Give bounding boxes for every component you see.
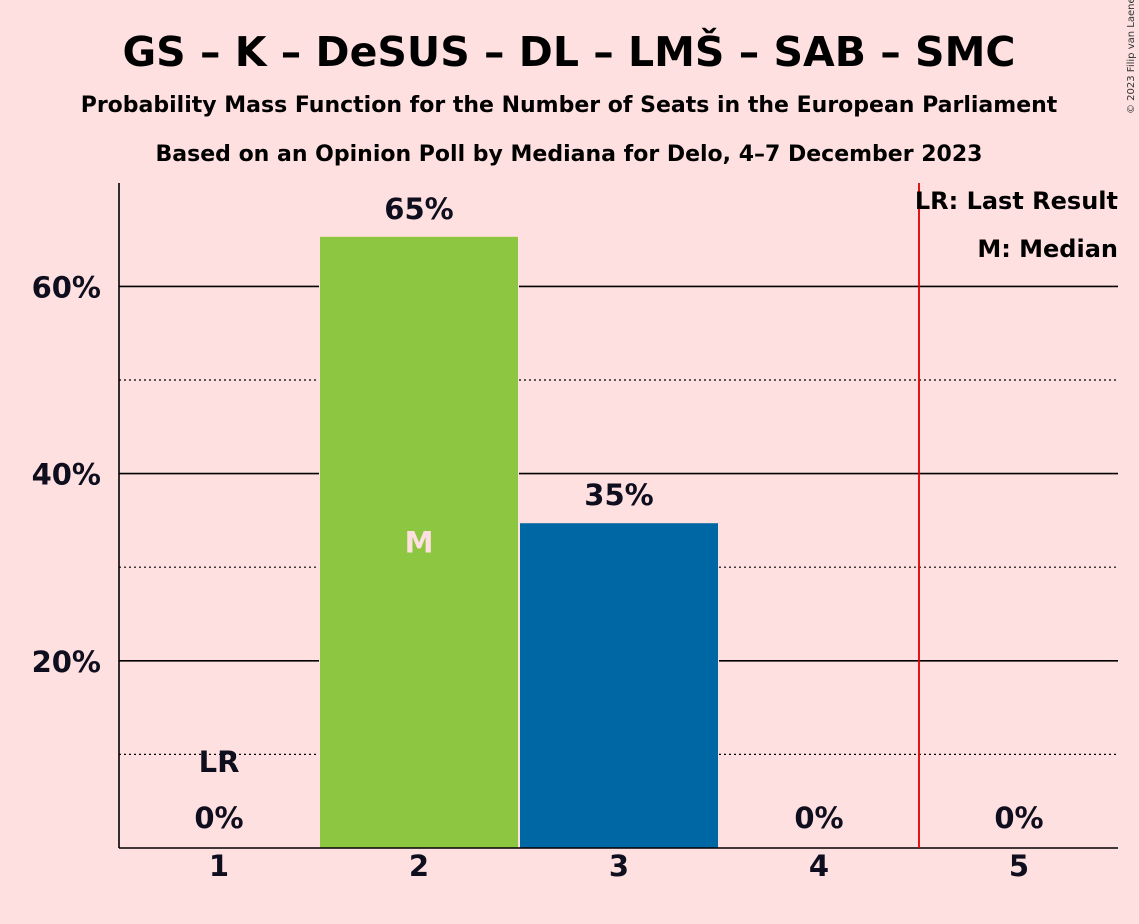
legend-last-result: LR: Last Result [915,187,1118,215]
bar-seat-2 [320,236,518,849]
bars [319,235,719,849]
bar-seat-3 [520,523,718,848]
legend-median: M: Median [977,235,1118,263]
axes [118,183,1118,849]
tick-labels: 20% 40% 60% 1 2 3 4 5 [32,270,1030,883]
chart-title: GS – K – DeSUS – DL – LMŠ – SAB – SMC [123,28,1016,76]
data-label-seat-5: 0% [994,801,1043,835]
x-tick-label-4: 4 [809,849,829,883]
chart-subtitle-1: Probability Mass Function for the Number… [81,93,1058,118]
data-label-seat-3: 35% [584,478,653,512]
y-tick-label: 60% [32,270,101,304]
copyright-text: © 2023 Filip van Laenen [1126,0,1137,114]
x-tick-label-5: 5 [1009,849,1029,883]
data-label-seat-1: 0% [194,801,243,835]
y-tick-label: 20% [32,645,101,679]
x-tick-label-1: 1 [209,849,229,883]
data-label-seat-4: 0% [794,801,843,835]
data-labels: 0% LR 65% M 35% 0% 0% [194,192,1043,835]
x-tick-label-3: 3 [609,849,629,883]
gridlines [119,285,1118,756]
x-tick-label-2: 2 [409,849,429,883]
last-result-marker: LR [199,745,240,779]
chart-subtitle-2: Based on an Opinion Poll by Mediana for … [156,142,983,167]
median-marker: M [405,525,434,559]
y-tick-label: 40% [32,458,101,492]
data-label-seat-2: 65% [384,192,453,226]
